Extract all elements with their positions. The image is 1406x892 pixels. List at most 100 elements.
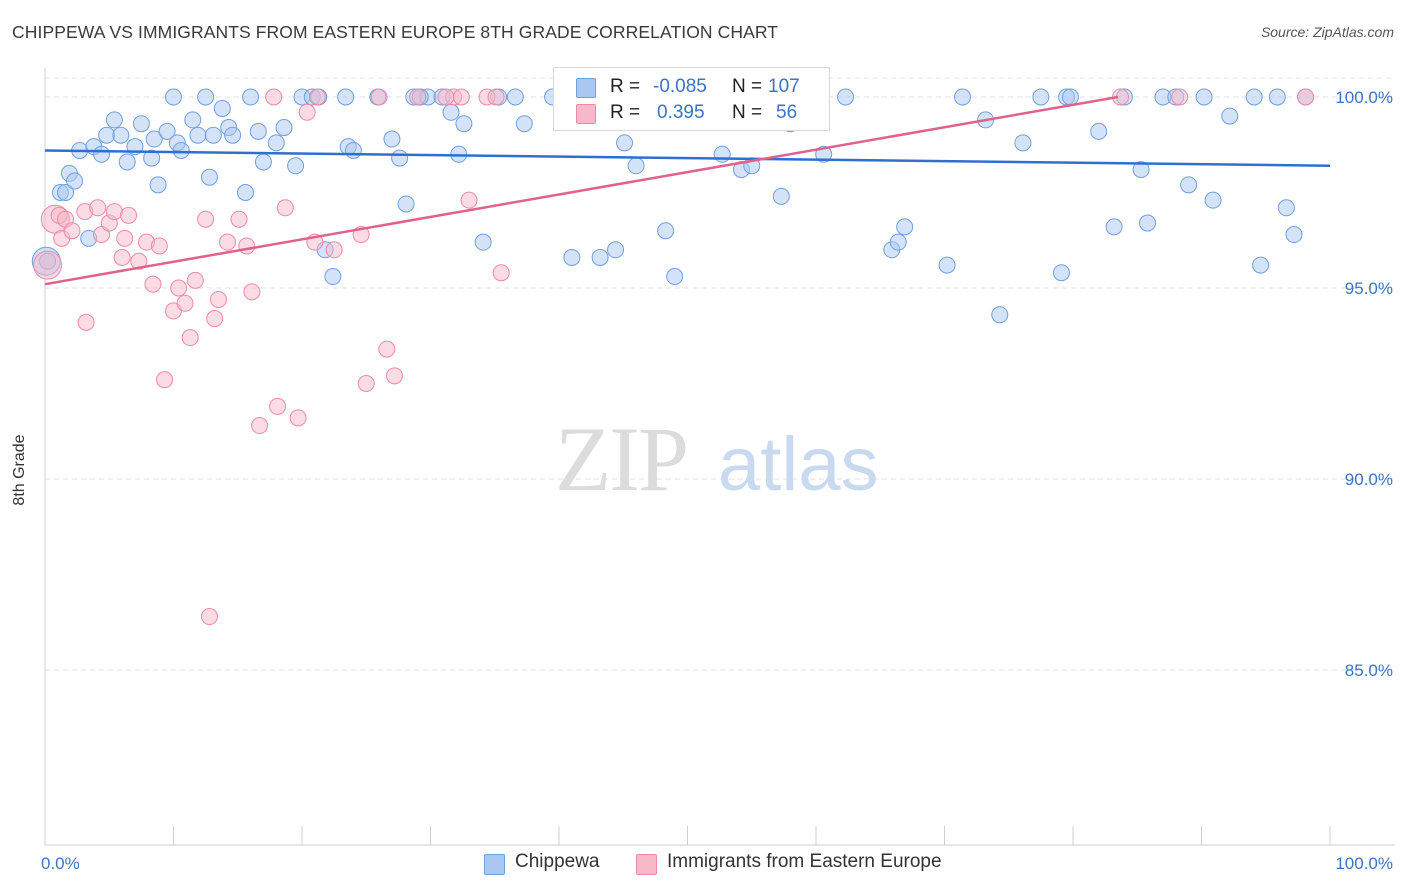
chippewa-point (224, 126, 242, 144)
immigrants-point (370, 88, 388, 106)
y-tick-label: 100.0% (1335, 88, 1393, 107)
n-value: 56 (776, 102, 798, 123)
chippewa-point (666, 268, 684, 286)
chippewa-point (515, 115, 533, 133)
chippewa-point (132, 115, 150, 133)
chippewa-legend-swatch (484, 854, 505, 875)
chippewa-point (66, 172, 84, 190)
chippewa-point (1268, 88, 1286, 106)
immigrants-point (120, 206, 138, 224)
chippewa-point (627, 157, 645, 175)
chippewa-point (1195, 88, 1213, 106)
immigrants-point (238, 237, 256, 255)
immigrants-point (276, 199, 294, 217)
chippewa-point (1139, 214, 1157, 232)
chippewa-point (267, 134, 285, 152)
chart-title: CHIPPEWA VS IMMIGRANTS FROM EASTERN EURO… (12, 22, 779, 42)
chippewa-point (172, 141, 190, 159)
chippewa-point (563, 248, 581, 266)
immigrants-point (206, 310, 224, 328)
immigrants-point (492, 264, 510, 282)
immigrants-legend-swatch (636, 854, 657, 875)
immigrants-point (209, 290, 227, 308)
watermark: ZIP atlas (555, 408, 879, 510)
legend-label: Immigrants from Eastern Europe (667, 851, 942, 872)
chippewa-point (324, 268, 342, 286)
chippewa-point (889, 233, 907, 251)
immigrants-point (116, 229, 134, 247)
chippewa-point (242, 88, 260, 106)
chippewa-point (607, 241, 625, 259)
r-label: R = (610, 76, 641, 97)
chippewa-point (1061, 88, 1079, 106)
immigrants-point (77, 313, 95, 331)
immigrants-point (269, 397, 287, 415)
chippewa-point (200, 168, 218, 186)
y-tick-label: 95.0% (1345, 279, 1393, 298)
immigrants-point (170, 279, 188, 297)
immigrants-points (33, 88, 1315, 626)
chippewa-point (772, 187, 790, 205)
chippewa-point (442, 103, 460, 121)
x-tick-label: 0.0% (41, 854, 80, 873)
chippewa-point (938, 256, 956, 274)
immigrants-point (298, 103, 316, 121)
chippewa-point (344, 141, 362, 159)
immigrants-point (251, 417, 269, 435)
chippewa-point (657, 222, 675, 240)
chippewa-point (953, 88, 971, 106)
immigrants-point (197, 210, 215, 228)
tick-labels: 100.0% 95.0% 90.0% 85.0% 0.0% 100.0% (41, 88, 1393, 873)
chippewa-point (1252, 256, 1270, 274)
stats-legend: R = -0.085 N = 107 R = 0.395 N = 56 (553, 67, 830, 131)
immigrants-point (378, 340, 396, 358)
immigrants-point (113, 248, 131, 266)
chippewa-point (149, 176, 167, 194)
chippewa-point (1105, 218, 1123, 236)
legend-label: Chippewa (515, 851, 600, 872)
immigrants-point (144, 275, 162, 293)
chippewa-point (165, 88, 182, 106)
chippewa-point (1090, 122, 1108, 140)
chippewa-point (1032, 88, 1050, 106)
immigrants-point (452, 88, 470, 106)
chippewa-point (896, 218, 914, 236)
immigrants-point (1297, 88, 1315, 106)
chippewa-point (1014, 134, 1032, 152)
immigrants-point (265, 88, 283, 106)
chippewa-point (391, 149, 409, 167)
n-label: N = (732, 76, 763, 97)
chippewa-point (184, 111, 202, 129)
chippewa-point (383, 130, 401, 148)
chippewa-point (204, 126, 222, 144)
immigrants-point (325, 241, 343, 259)
n-label: N = (732, 102, 763, 123)
immigrants-point (230, 210, 248, 228)
chippewa-point (991, 306, 1009, 324)
chippewa-point (1180, 176, 1198, 194)
immigrants-point (150, 237, 168, 255)
immigrants-point (437, 88, 455, 106)
chippewa-point (1052, 264, 1070, 282)
immigrants-point-large (33, 250, 63, 280)
chippewa-point (213, 99, 231, 117)
chippewa-point (197, 88, 215, 106)
chippewa-point (105, 111, 123, 129)
immigrants-point (289, 409, 307, 427)
y-tick-label: 90.0% (1345, 470, 1393, 489)
chippewa-point (837, 88, 855, 106)
n-value: 107 (768, 76, 800, 97)
chart-source: Source: ZipAtlas.com (1260, 24, 1394, 40)
chippewa-swatch (576, 78, 596, 98)
chippewa-point (158, 122, 176, 140)
immigrants-point (200, 608, 218, 626)
chippewa-point (591, 248, 609, 266)
immigrants-point (308, 88, 326, 106)
chippewa-point (189, 126, 207, 144)
axes (44, 68, 1395, 846)
immigrants-point (218, 233, 236, 251)
immigrants-point (386, 367, 404, 385)
r-value: -0.085 (653, 76, 707, 97)
chippewa-point (616, 134, 634, 152)
immigrants-point (487, 88, 505, 106)
